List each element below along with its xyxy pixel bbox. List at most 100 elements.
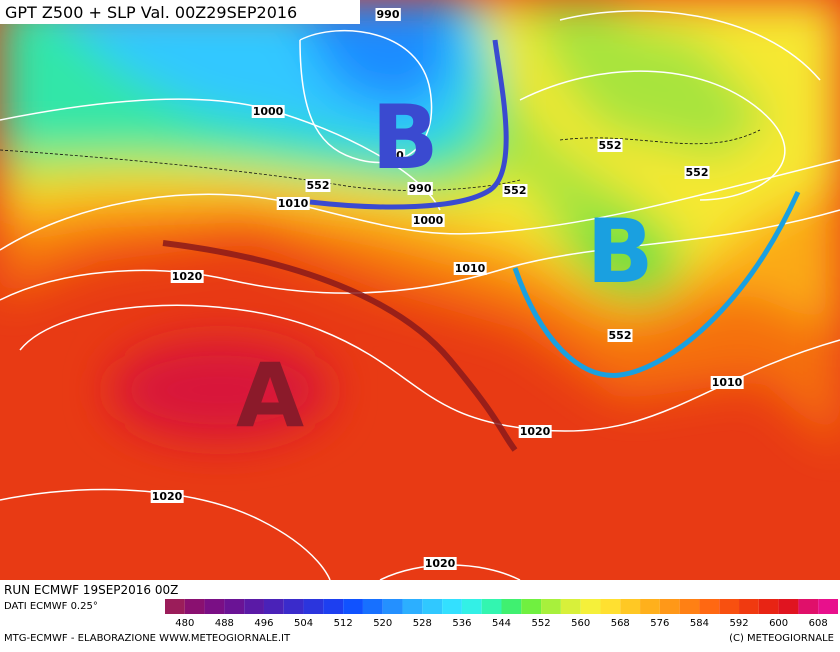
pressure-system-layer: B B A bbox=[236, 86, 654, 447]
colorbar-tick-label: 480 bbox=[175, 618, 194, 629]
color-swatch bbox=[739, 599, 759, 614]
isobar-label-bg bbox=[710, 376, 744, 389]
isobar-label: 552 bbox=[504, 184, 527, 197]
colorbar-tick-label: 504 bbox=[294, 618, 313, 629]
isobar-label-bg bbox=[453, 262, 487, 275]
color-swatch bbox=[422, 599, 443, 614]
colorbar-tick-label: 584 bbox=[690, 618, 709, 629]
isobar-label: 1000 bbox=[253, 105, 284, 118]
isobar-label-layer: 990 1000 0 552 552 552 552 990 1010 1000 1010 1020 1… bbox=[150, 8, 744, 570]
isobar-label-bg bbox=[423, 557, 457, 570]
colorbar-tick-label: 568 bbox=[611, 618, 630, 629]
isobar-label-bg bbox=[305, 179, 331, 192]
colorbar-tick-label: 520 bbox=[373, 618, 392, 629]
color-swatch bbox=[679, 599, 700, 614]
color-swatch bbox=[541, 599, 561, 614]
isobar-label: 552 bbox=[686, 166, 709, 179]
copyright: (C) METEOGIORNALE bbox=[729, 633, 834, 644]
credit: MTG-ECMWF - ELABORAZIONE WWW.METEOGIORNA… bbox=[4, 633, 291, 644]
color-swatch bbox=[699, 599, 720, 614]
run-info: RUN ECMWF 19SEP2016 00Z bbox=[4, 583, 178, 597]
colorbar-tick-label: 560 bbox=[571, 618, 590, 629]
isobar-label: 1020 bbox=[172, 270, 203, 283]
isobar-label-bg bbox=[276, 197, 310, 210]
color-swatch bbox=[659, 599, 680, 614]
colorbar-tick-label: 512 bbox=[334, 618, 353, 629]
map-title: GPT Z500 + SLP Val. 00Z29SEP2016 bbox=[5, 3, 297, 22]
isobar-label: 1010 bbox=[712, 376, 743, 389]
isobar-label-bg bbox=[597, 139, 623, 152]
isobar-label-bg bbox=[518, 425, 552, 438]
isobar-label-bg bbox=[411, 214, 445, 227]
isobar-label: 552 bbox=[307, 179, 330, 192]
isobar-label-bg bbox=[395, 149, 406, 162]
color-swatch bbox=[184, 599, 205, 614]
color-swatch bbox=[343, 599, 363, 614]
color-swatch bbox=[719, 599, 740, 614]
isobar-label-bg bbox=[150, 490, 184, 503]
pressure-system: B bbox=[586, 200, 653, 303]
color-swatch bbox=[600, 599, 621, 614]
isobar-label: 552 bbox=[599, 139, 622, 152]
colorbar-tick-label: 600 bbox=[769, 618, 788, 629]
isobar-label-bg bbox=[607, 329, 633, 342]
isobar-label: 0 bbox=[396, 149, 404, 162]
isobar-label-bg bbox=[251, 105, 285, 118]
color-swatch bbox=[303, 599, 324, 614]
trough-axis bbox=[309, 39, 509, 210]
isobar-label: 1010 bbox=[455, 262, 486, 275]
color-swatch bbox=[323, 599, 344, 614]
isobar-label: 1020 bbox=[425, 557, 456, 570]
colorbar-tick-label: 544 bbox=[492, 618, 511, 629]
color-swatch bbox=[620, 599, 641, 614]
color-swatch bbox=[521, 599, 542, 614]
color-swatch bbox=[560, 599, 581, 614]
isobar-label: 1000 bbox=[413, 214, 444, 227]
colorbar-tick-label: 576 bbox=[650, 618, 669, 629]
color-swatch bbox=[362, 599, 383, 614]
isobar-label: 990 bbox=[409, 182, 432, 195]
isobar-label-bg bbox=[502, 184, 528, 197]
color-swatch bbox=[798, 599, 819, 614]
data-source: DATI ECMWF 0.25° bbox=[4, 601, 98, 612]
isobar-label: 1010 bbox=[278, 197, 309, 210]
color-swatch bbox=[283, 599, 304, 614]
colorbar-tick-label: 536 bbox=[452, 618, 471, 629]
color-swatch bbox=[165, 599, 185, 614]
color-swatch bbox=[244, 599, 264, 614]
ridge-axis bbox=[162, 240, 518, 452]
color-swatch bbox=[640, 599, 660, 614]
colorbar-tick-label: 488 bbox=[215, 618, 234, 629]
isobar-label-bg bbox=[407, 182, 433, 195]
colorbar-tick-label: 608 bbox=[809, 618, 828, 629]
colorbar-tick-label: 552 bbox=[532, 618, 551, 629]
isobar-label: 1020 bbox=[520, 425, 551, 438]
colorbar-tick-label: 496 bbox=[254, 618, 273, 629]
isobar-label: 1020 bbox=[152, 490, 183, 503]
isobar-label-bg bbox=[170, 270, 204, 283]
color-swatch bbox=[501, 599, 522, 614]
color-swatch bbox=[818, 599, 838, 614]
color-swatch bbox=[580, 599, 601, 614]
pressure-system: A bbox=[236, 344, 304, 447]
color-swatch bbox=[442, 599, 462, 614]
color-swatch bbox=[204, 599, 225, 614]
color-swatch bbox=[758, 599, 779, 614]
isobar-label-bg bbox=[375, 8, 401, 21]
colorbar-tick-label: 528 bbox=[413, 618, 432, 629]
color-swatch bbox=[481, 599, 502, 614]
isobar-label: 990 bbox=[377, 8, 400, 21]
isobar-label-bg bbox=[684, 166, 710, 179]
pressure-system: B bbox=[371, 86, 438, 189]
color-swatch bbox=[778, 599, 799, 614]
colorbar-tick-label: 592 bbox=[729, 618, 748, 629]
title-box bbox=[0, 0, 360, 24]
color-swatch bbox=[402, 599, 423, 614]
color-swatch bbox=[224, 599, 245, 614]
color-swatch bbox=[382, 599, 403, 614]
isobar-label: 552 bbox=[609, 329, 632, 342]
colorbar: 480 488 496 504 512 520 528 536 544 552 560 568 576 5… bbox=[165, 599, 838, 629]
color-swatch bbox=[461, 599, 482, 614]
color-swatch bbox=[263, 599, 284, 614]
